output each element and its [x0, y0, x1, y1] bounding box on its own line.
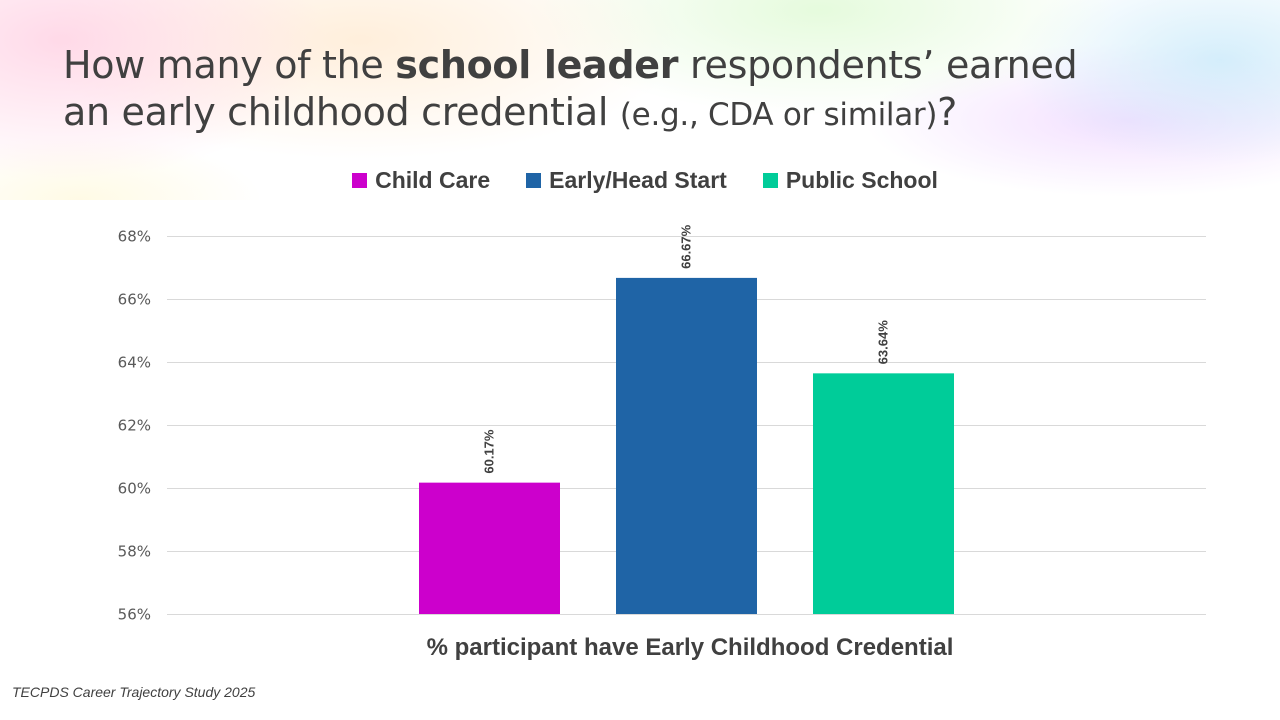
legend-label: Child Care — [375, 166, 491, 193]
bars — [419, 277, 954, 614]
data-label: 63.64% — [876, 320, 891, 365]
y-tick-label: 62% — [118, 417, 151, 435]
y-tick-label: 58% — [118, 543, 151, 561]
y-tick-label: 60% — [118, 480, 151, 498]
legend-swatch — [526, 172, 542, 188]
legend-item-child-care: Child Care — [352, 166, 490, 194]
title-note: (e.g., CDA or similar) — [619, 97, 938, 133]
bar-early-head-start — [616, 277, 757, 614]
data-label: 66.67% — [679, 224, 694, 269]
legend-label: Early/Head Start — [549, 166, 727, 193]
title-text: an early childhood credential — [63, 90, 620, 134]
legend-item-early-head-start: Early/Head Start — [526, 166, 727, 194]
title-text: ? — [937, 90, 958, 134]
data-label: 60.17% — [482, 429, 497, 474]
y-tick-label: 68% — [118, 228, 151, 246]
y-axis-ticks: 56% 58% 60% 62% 64% 66% 68% — [118, 228, 151, 624]
legend-swatch — [762, 172, 778, 188]
legend-item-public-school: Public School — [762, 166, 938, 194]
legend-swatch — [352, 172, 368, 188]
x-axis-label: % participant have Early Childhood Crede… — [426, 634, 954, 661]
legend-label: Public School — [785, 166, 938, 193]
chart-legend: Child Care Early/Head Start Public Schoo… — [0, 166, 1280, 194]
data-labels: 60.17% 66.67% 63.64% — [482, 224, 891, 473]
bar-public-school — [813, 373, 954, 614]
y-tick-label: 56% — [118, 606, 151, 624]
title-text: respondents’ earned — [678, 43, 1078, 87]
title-text: How many of the — [63, 43, 396, 87]
source-note: TECPDS Career Trajectory Study 2025 — [12, 684, 256, 700]
y-tick-label: 66% — [118, 291, 151, 309]
bar-child-care — [419, 482, 560, 614]
slide-title: How many of the school leader respondent… — [63, 42, 1243, 139]
title-emphasis: school leader — [395, 43, 679, 87]
y-tick-label: 64% — [118, 354, 151, 372]
